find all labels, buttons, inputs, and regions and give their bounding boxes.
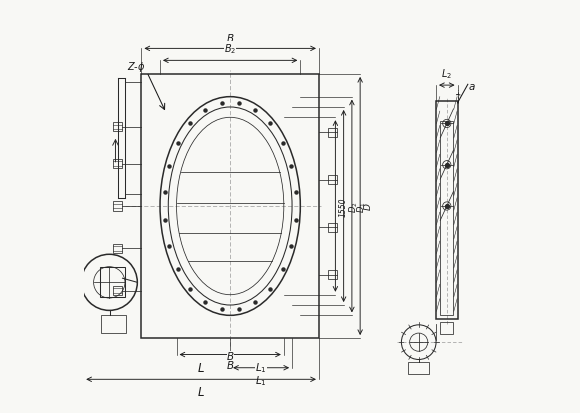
Text: L$_2$: L$_2$ [441, 67, 452, 81]
Bar [113, 160, 122, 169]
Bar [113, 244, 122, 253]
Text: B: B [227, 361, 234, 370]
Text: L: L [198, 361, 204, 374]
Bar [142, 75, 319, 338]
Bar [113, 123, 122, 132]
Bar [113, 202, 122, 211]
Bar [328, 128, 337, 137]
Text: D$_2$: D$_2$ [347, 201, 360, 212]
Bar [328, 223, 337, 232]
Text: B$_2$: B$_2$ [224, 42, 236, 56]
Bar [328, 271, 337, 280]
Text: B: B [227, 351, 234, 361]
Bar [113, 286, 122, 295]
Text: L: L [198, 386, 204, 399]
Bar [328, 176, 337, 185]
Text: a: a [469, 82, 476, 92]
Bar [440, 322, 454, 334]
Text: Z-$\phi$: Z-$\phi$ [127, 59, 146, 74]
Text: B: B [227, 34, 234, 44]
Text: D: D [364, 203, 373, 210]
Text: 1550: 1550 [339, 197, 348, 216]
Text: L$_1$: L$_1$ [255, 374, 267, 387]
Bar [101, 315, 126, 333]
Text: L$_1$: L$_1$ [255, 361, 267, 375]
Text: D$_1$: D$_1$ [356, 201, 368, 212]
Bar [100, 268, 125, 297]
Bar [440, 122, 454, 316]
Bar [408, 362, 429, 374]
Bar [436, 102, 458, 320]
